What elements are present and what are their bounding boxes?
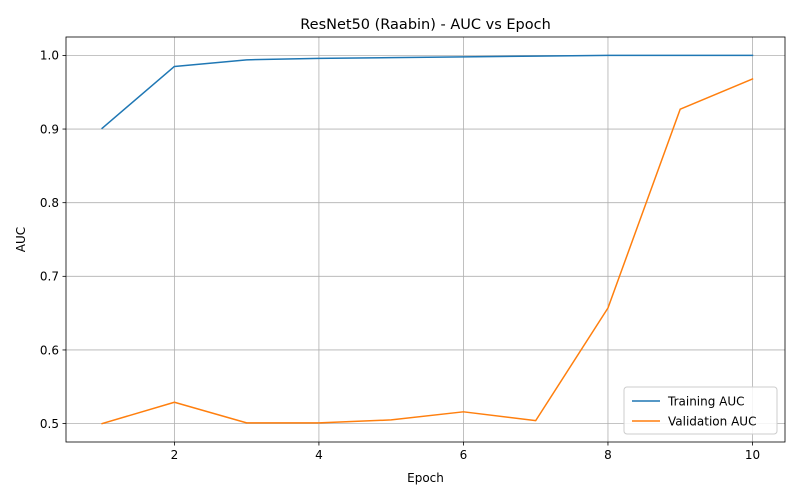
x-tick-label: 10 [745,448,760,462]
x-tick-label: 8 [604,448,612,462]
x-tick-label: 6 [460,448,468,462]
chart-title: ResNet50 (Raabin) - AUC vs Epoch [300,17,551,33]
y-tick-label: 0.6 [40,343,59,357]
y-tick-label: 0.9 [40,122,59,136]
x-tick-label: 2 [171,448,179,462]
legend-label: Training AUC [667,394,745,408]
y-tick-label: 0.5 [40,417,59,431]
y-tick-label: 0.8 [40,196,59,210]
y-tick-label: 0.7 [40,270,59,284]
tick-layer: 2 4 6 8 10 0.5 0.6 0.7 0.8 0.9 1.0 [40,49,760,462]
legend-label: Validation AUC [668,414,756,428]
plot-frame [65,36,786,443]
legend: Training AUC Validation AUC [623,386,778,435]
series-layer [101,54,754,425]
x-axis-title: Epoch [407,471,444,485]
x-tick-label: 4 [315,448,323,462]
y-axis-title: AUC [14,227,28,252]
y-tick-label: 1.0 [40,49,59,63]
legend-box [623,386,778,435]
series-line-validation-auc [101,77,754,425]
series-line-training-auc [101,54,754,130]
